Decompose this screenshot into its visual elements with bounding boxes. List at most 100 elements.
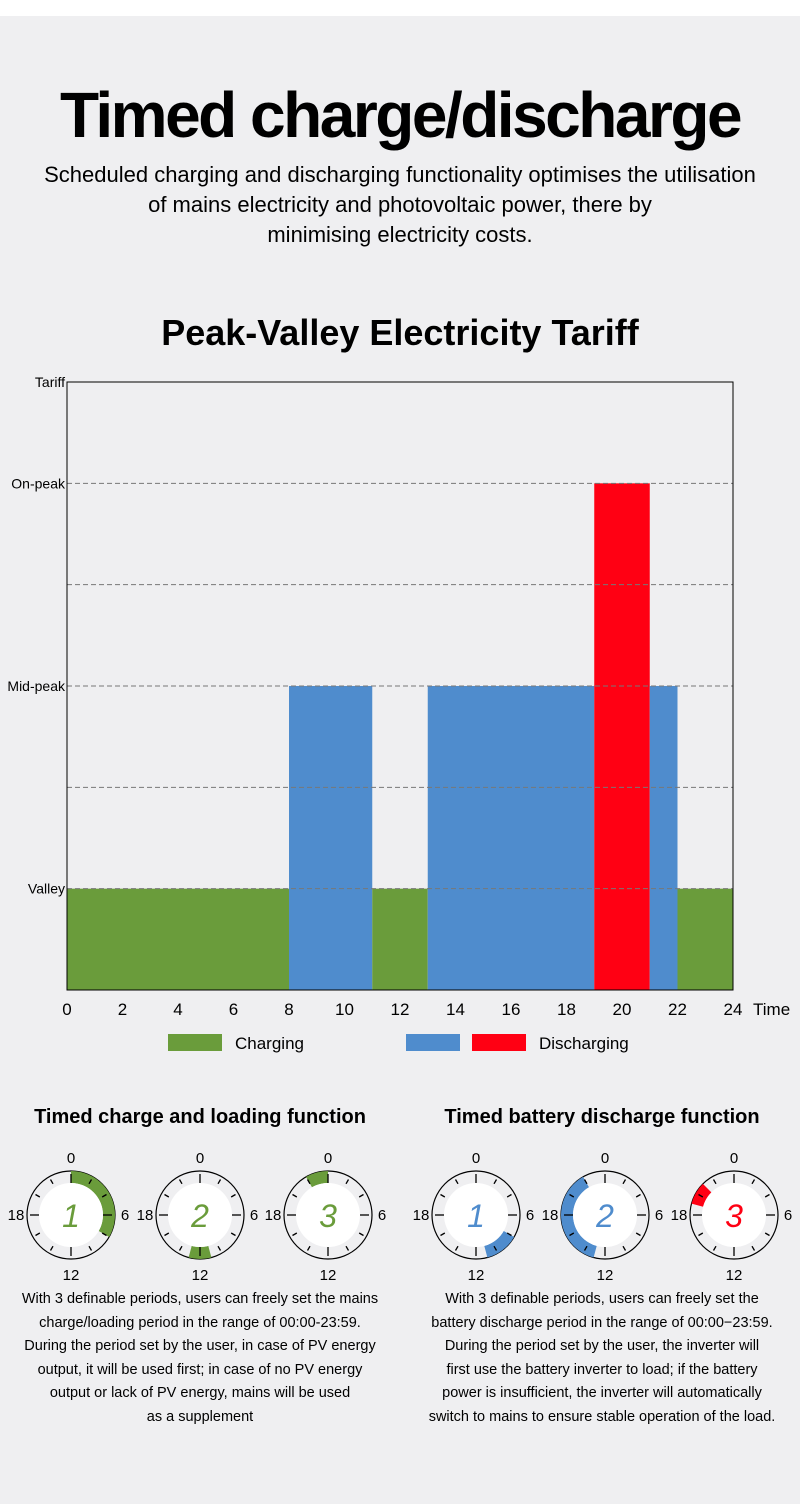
desc-line: charge/loading period in the range of 00… [39,1314,361,1331]
clock-tick [217,1179,222,1185]
clock-tick [569,1193,575,1198]
subtitle: Scheduled charging and discharging funct… [0,160,800,250]
clock-tick [764,1232,770,1237]
clock-center [168,1183,232,1247]
clock-label-12: 12 [597,1267,614,1283]
clock-dials: 1 0 6 12 18 2 0 6 12 18 3 0 6 12 18 1 0 6 12 18 2 0 6 12 18 3 0 6 12… [8,1150,793,1283]
clock-discharge-2: 2 0 6 12 18 [542,1150,664,1283]
clock-tick [345,1179,350,1185]
clock-center [573,1183,637,1247]
clock-tick [230,1232,236,1237]
desc-line: output or lack of PV energy, mains will … [49,1385,351,1401]
clock-tick [764,1193,770,1198]
legend-swatch-discharging [406,1034,460,1051]
charge-description: With 3 definable periods, users can free… [2,1288,398,1429]
x-tick-label: 16 [502,1000,521,1019]
desc-line: switch to mains to ensure stable operati… [428,1408,776,1425]
clock-number: 2 [190,1198,209,1234]
clock-charge-2: 2 0 6 12 18 [137,1150,259,1283]
desc-line: battery discharge period in the range of… [431,1314,773,1331]
clock-tick [358,1193,364,1198]
clock-label-12: 12 [468,1267,485,1283]
charge-section-title: Timed charge and loading function [34,1106,366,1128]
x-tick-label: 20 [613,1000,632,1019]
clock-charge-1: 1 0 6 12 18 [8,1150,130,1283]
clock-tick [751,1179,756,1185]
x-tick-label: 4 [173,1000,182,1019]
desc-line: as a supplement [146,1408,254,1425]
clock-label-0: 0 [196,1150,204,1167]
clock-tick [506,1232,512,1237]
clock-tick [178,1245,183,1251]
clock-label-6: 6 [526,1207,534,1224]
clock-label-12: 12 [320,1267,337,1283]
desc-line: With 3 definable periods, users can free… [21,1291,379,1307]
clock-tick [493,1245,498,1251]
x-tick-label: 14 [446,1000,465,1019]
top-strip [0,0,800,16]
clock-tick [101,1193,107,1198]
clock-tick [454,1245,459,1251]
clock-discharge-1: 1 0 6 12 18 [413,1150,535,1283]
legend-label-discharging: Discharging [539,1034,629,1053]
x-tick-label: 2 [118,1000,127,1019]
clock-label-12: 12 [192,1267,209,1283]
clock-label-18: 18 [542,1207,559,1224]
clock-tick [712,1245,717,1251]
clock-charge-3: 3 0 6 12 18 [265,1150,387,1283]
clock-label-6: 6 [784,1207,792,1224]
x-tick-label: 12 [391,1000,410,1019]
y-tick-label: Valley [28,881,65,897]
clock-tick [217,1245,222,1251]
clock-tick [506,1193,512,1198]
clock-tick [635,1232,641,1237]
clock-label-18: 18 [265,1207,282,1224]
clock-tick [493,1179,498,1185]
clock-label-0: 0 [601,1150,609,1167]
subtitle-line: of mains electricity and photovoltaic po… [148,192,652,217]
clock-tick [35,1193,41,1198]
clock-discharge-3: 3 0 6 12 18 [671,1150,793,1283]
chart-title: Peak-Valley Electricity Tariff [161,312,639,353]
clock-period-arc [71,1171,116,1237]
clock-center [444,1183,508,1247]
clock-tick [101,1232,107,1237]
clock-tick [454,1179,459,1185]
clock-tick [583,1179,588,1185]
clock-tick [440,1232,446,1237]
clock-tick [698,1232,704,1237]
clock-tick [306,1179,311,1185]
clock-tick [698,1193,704,1198]
desc-line: first use the battery inverter to load; … [446,1361,758,1378]
clock-tick [49,1179,54,1185]
clock-tick [751,1245,756,1251]
clock-number: 3 [319,1198,337,1234]
y-tick-label: On-peak [11,475,66,491]
clock-period-arc [691,1183,712,1207]
clock-tick [440,1193,446,1198]
clock-center [296,1183,360,1247]
clock-label-12: 12 [63,1267,80,1283]
clock-label-12: 12 [726,1267,743,1283]
clock-label-18: 18 [413,1207,430,1224]
clock-label-18: 18 [671,1207,688,1224]
bar-discharging [427,686,595,990]
clock-label-0: 0 [324,1150,332,1167]
clock-number: 1 [62,1198,80,1234]
clock-label-6: 6 [121,1207,129,1224]
bar-discharging [289,686,373,990]
legend-label-charging: Charging [235,1034,304,1053]
bar-charging [372,888,428,990]
desc-line: With 3 definable periods, users can free… [445,1291,759,1307]
x-tick-label: 6 [229,1000,238,1019]
clock-number: 3 [725,1198,743,1234]
page-title: Timed charge/discharge [59,79,743,151]
clock-period-arc [306,1171,328,1188]
clock-tick [49,1245,54,1251]
legend-swatch-charging [168,1034,222,1051]
clock-tick [292,1193,298,1198]
x-tick-label: 18 [557,1000,576,1019]
x-axis-label: Time [753,1000,790,1019]
desc-line: output, it will be used first; in case o… [37,1361,363,1378]
clock-label-0: 0 [730,1150,738,1167]
